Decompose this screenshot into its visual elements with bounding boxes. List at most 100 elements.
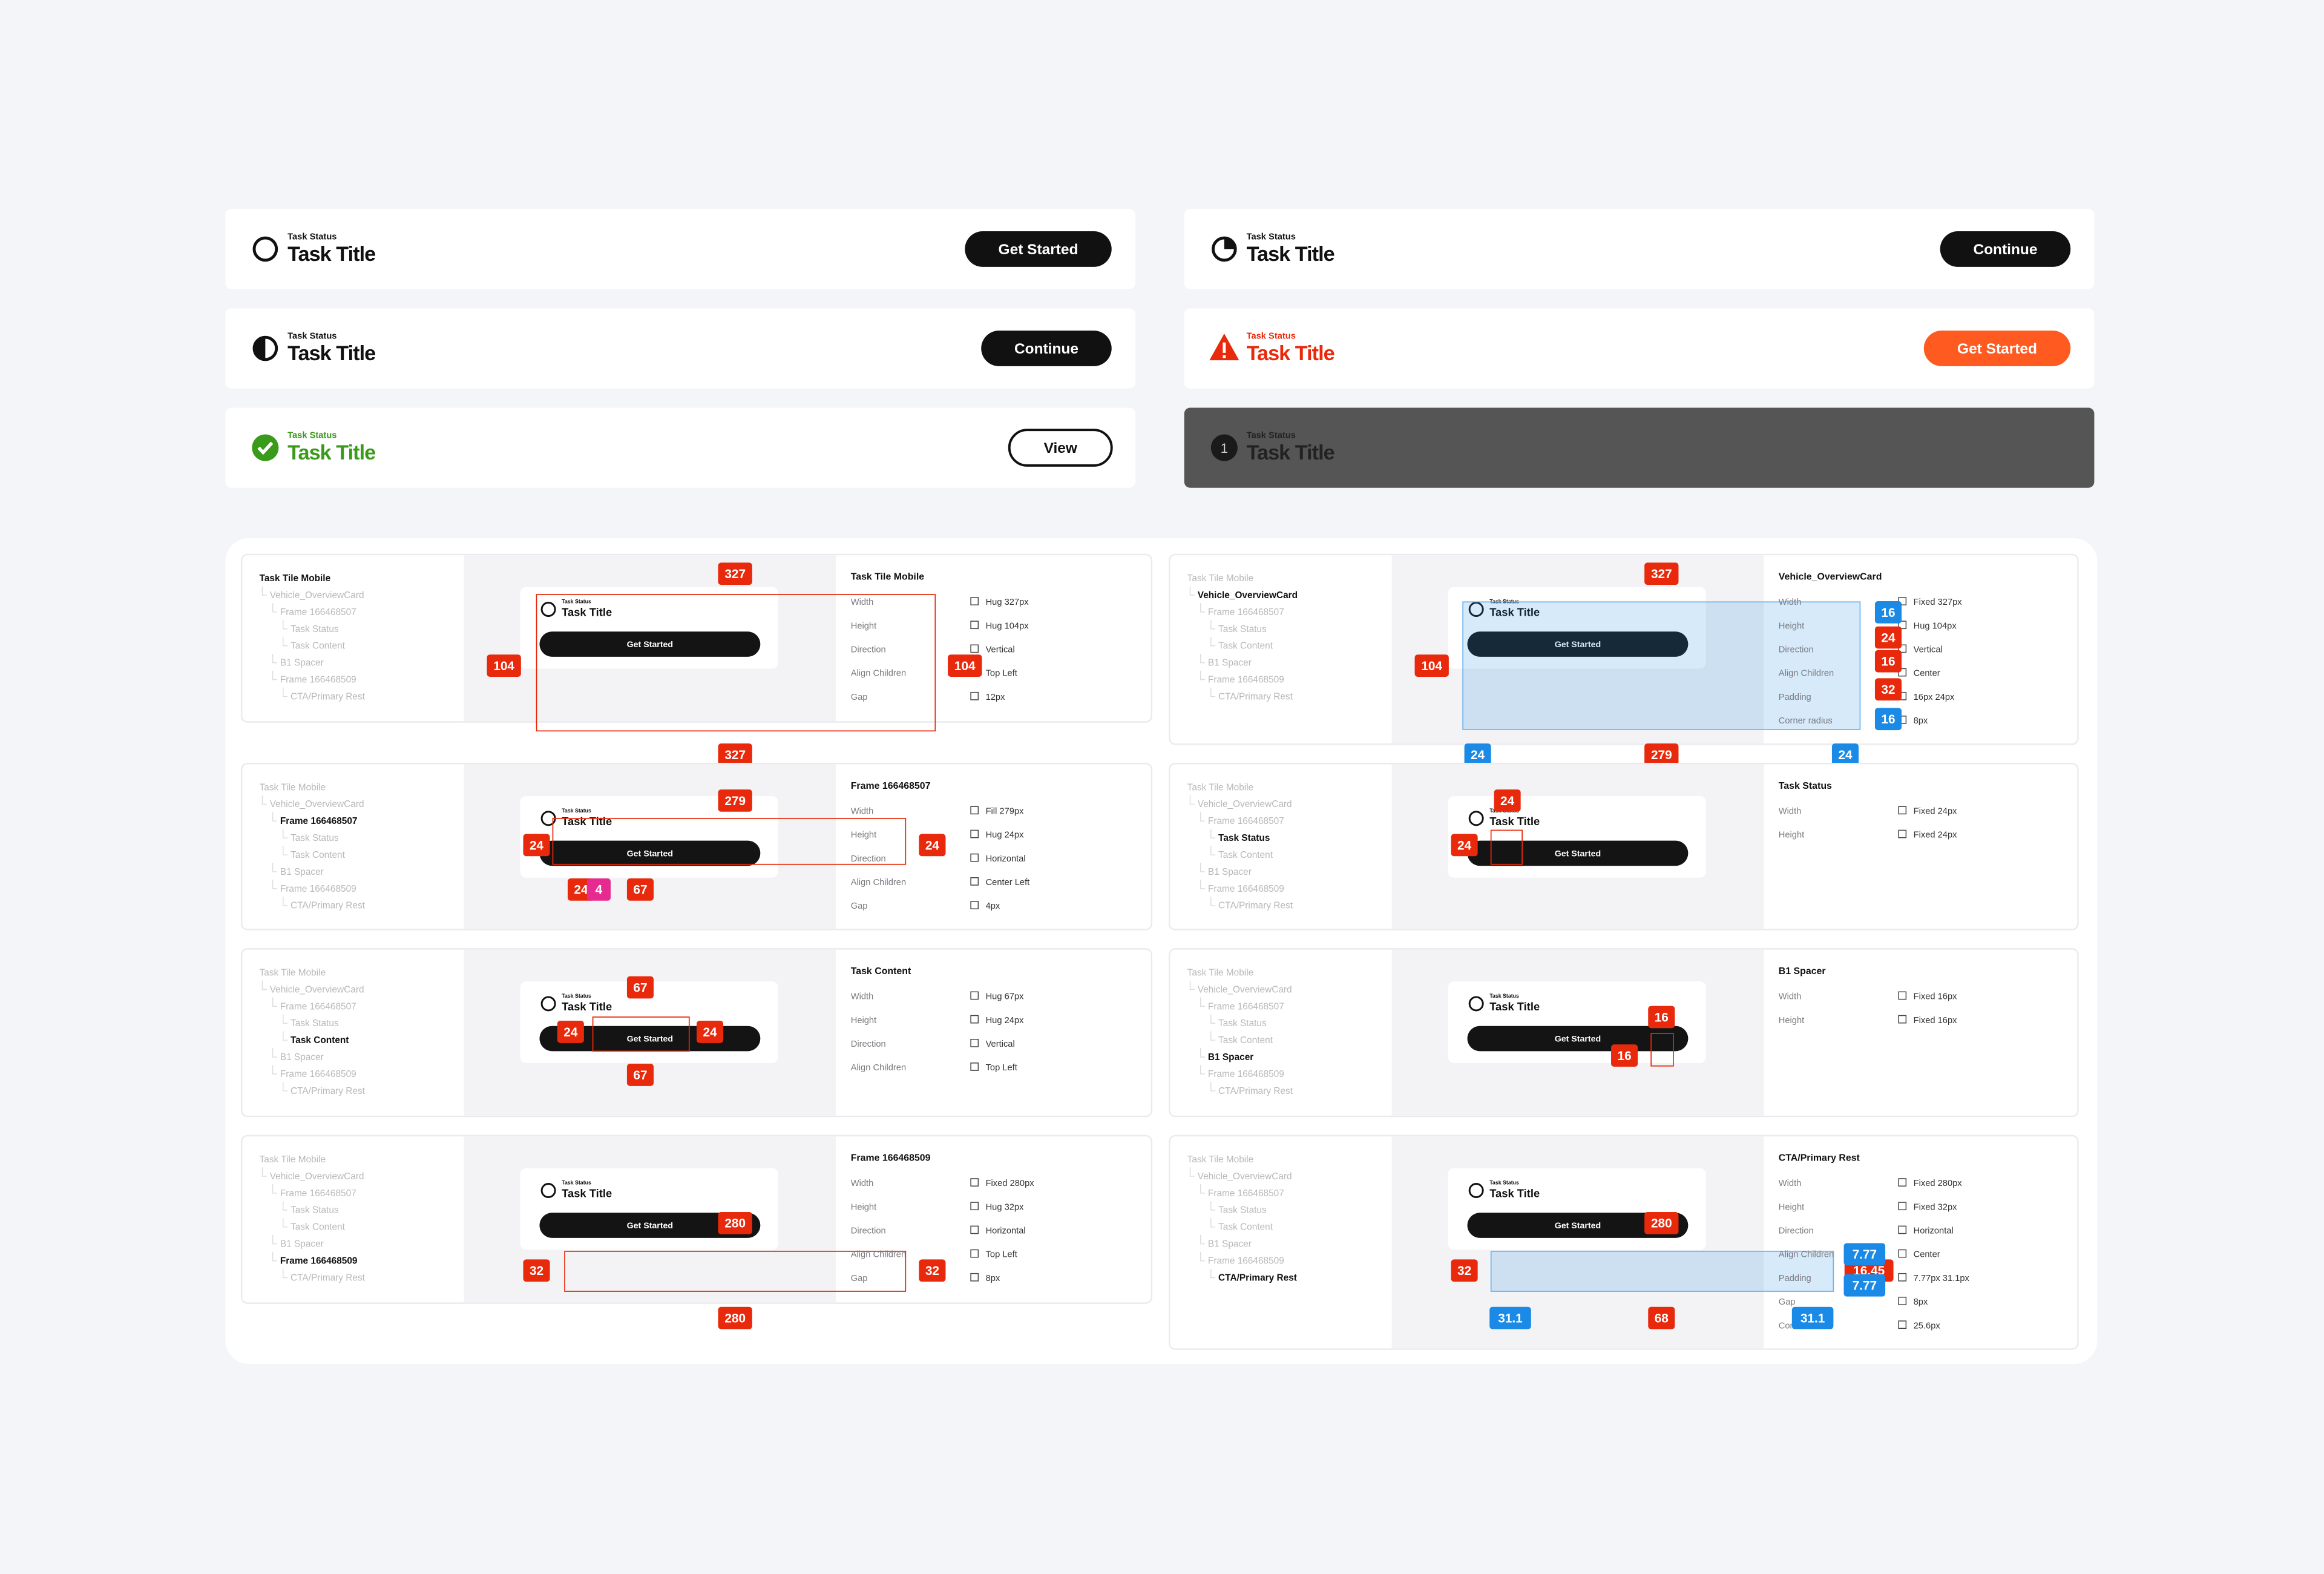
prop-value: 4px bbox=[986, 901, 1000, 911]
measure-badge bbox=[1843, 1243, 1886, 1266]
prop-value: Fixed 16px bbox=[1914, 992, 1958, 1002]
preview-status: Task Status bbox=[562, 993, 591, 999]
prop-icon bbox=[1898, 1249, 1907, 1258]
measure-badge-label: 32 bbox=[1457, 1264, 1471, 1278]
tree-item: Task Tile Mobile bbox=[1187, 1154, 1254, 1165]
preview-button-label: Get Started bbox=[627, 1034, 673, 1044]
cta-button[interactable] bbox=[965, 231, 1112, 267]
tree-connector bbox=[1210, 620, 1216, 630]
measure-guide bbox=[1490, 829, 1523, 865]
tree-item: B1 Spacer bbox=[1208, 658, 1252, 668]
cta-label[interactable]: Get Started bbox=[999, 242, 1078, 258]
cta-label[interactable]: Continue bbox=[1973, 242, 2037, 258]
measure-badge bbox=[523, 1259, 550, 1282]
status-number: 1 bbox=[1221, 441, 1228, 456]
tree-connector bbox=[283, 829, 288, 838]
measure-badge-label: 327 bbox=[724, 748, 746, 762]
tree-item-selected: B1 Spacer bbox=[1208, 1052, 1253, 1062]
measure-badge-label: 280 bbox=[1651, 1217, 1672, 1231]
prop-value: Vertical bbox=[986, 645, 1015, 655]
tree-connector bbox=[272, 880, 277, 889]
tree-connector bbox=[272, 1048, 277, 1058]
prop-label: Width bbox=[851, 992, 874, 1002]
tree-connector bbox=[1200, 1184, 1206, 1194]
measure-badge bbox=[1464, 743, 1491, 766]
task-tile bbox=[1184, 209, 2095, 289]
preview-title: Task Title bbox=[1489, 606, 1540, 619]
prop-value: Hug 67px bbox=[986, 992, 1025, 1002]
prop-value: 12px bbox=[986, 693, 1006, 702]
prop-label: Width bbox=[851, 806, 874, 816]
tree-connector bbox=[283, 1082, 288, 1092]
prop-label: Direction bbox=[851, 1227, 886, 1236]
cta-button[interactable] bbox=[1008, 429, 1113, 467]
tree-item: B1 Spacer bbox=[1208, 1239, 1252, 1250]
cta-label[interactable]: Get Started bbox=[1957, 341, 2037, 357]
measure-badge-label: 7.77 bbox=[1853, 1279, 1877, 1293]
props-title: Frame 166468507 bbox=[851, 781, 931, 791]
preview-title: Task Title bbox=[1489, 1000, 1540, 1013]
cta-button[interactable] bbox=[1923, 331, 2071, 366]
prop-value: Fixed 280px bbox=[986, 1179, 1035, 1188]
prop-value: 8px bbox=[1914, 1297, 1928, 1307]
tree-item: CTA/Primary Rest bbox=[290, 1273, 366, 1283]
prop-value: 25.6px bbox=[1914, 1321, 1941, 1331]
tree-item: B1 Spacer bbox=[280, 658, 324, 668]
measure-badge bbox=[919, 834, 946, 857]
tree-item: Task Tile Mobile bbox=[1187, 573, 1254, 584]
task-tile bbox=[1184, 407, 2095, 488]
prop-label: Gap bbox=[851, 693, 868, 702]
prop-label: Height bbox=[1779, 831, 1804, 840]
task-tile bbox=[1184, 308, 2095, 389]
prop-label: Height bbox=[1779, 1202, 1804, 1212]
measure-badge-label: 279 bbox=[1651, 748, 1672, 762]
status-icon-half-fill bbox=[254, 337, 266, 360]
task-tile bbox=[225, 407, 1135, 488]
tree-connector bbox=[272, 603, 277, 613]
measure-badge bbox=[557, 1021, 584, 1043]
measure-badge-label: 31.1 bbox=[1800, 1311, 1825, 1325]
props-title: Task Tile Mobile bbox=[851, 572, 925, 582]
prop-value: Center bbox=[1914, 669, 1940, 679]
props-title: Task Status bbox=[1779, 781, 1832, 791]
tree-connector bbox=[283, 1218, 288, 1228]
tree-item: Frame 166468509 bbox=[280, 884, 356, 894]
props-title: B1 Spacer bbox=[1779, 966, 1826, 976]
tree-item: Task Status bbox=[290, 624, 339, 634]
prop-value: Center bbox=[1914, 1250, 1940, 1260]
measure-badge bbox=[586, 878, 611, 901]
tree-item: Task Content bbox=[290, 850, 346, 860]
prop-value: Top Left bbox=[986, 669, 1017, 679]
cta-label[interactable]: View bbox=[1044, 440, 1078, 456]
cta-label[interactable]: Continue bbox=[1014, 341, 1078, 357]
measure-badge bbox=[487, 654, 521, 677]
prop-value: Hug 104px bbox=[1914, 621, 1957, 631]
cta-button[interactable] bbox=[1940, 231, 2071, 267]
cta-button[interactable] bbox=[981, 331, 1112, 366]
tree-connector bbox=[1200, 1234, 1206, 1245]
prop-icon bbox=[1898, 991, 1907, 1000]
tree-item: B1 Spacer bbox=[1208, 867, 1252, 877]
measure-badge bbox=[1489, 1306, 1531, 1329]
tree-item: CTA/Primary Rest bbox=[1218, 901, 1293, 911]
measure-badge-label: 16 bbox=[1618, 1049, 1632, 1063]
prop-value: Hug 327px bbox=[986, 598, 1029, 607]
measure-badge-label: 279 bbox=[724, 794, 746, 808]
warning-mark bbox=[1223, 342, 1226, 353]
props-title: Task Content bbox=[851, 966, 911, 976]
measure-badge-label: 31.1 bbox=[1498, 1311, 1522, 1325]
preview-button-label: Get Started bbox=[627, 849, 673, 858]
prop-label: Width bbox=[851, 1179, 874, 1188]
measure-badge-label: 327 bbox=[724, 567, 746, 581]
prop-value: Vertical bbox=[986, 1039, 1015, 1049]
task-title: Task Title bbox=[1247, 441, 1334, 464]
measure-badge bbox=[1648, 1306, 1675, 1329]
measure-badge-label: 7.77 bbox=[1853, 1248, 1877, 1262]
preview-button-label: Get Started bbox=[1555, 640, 1601, 650]
tree-item: Frame 166468507 bbox=[280, 1001, 356, 1012]
task-status: Task Status bbox=[287, 232, 336, 242]
tree-item-selected: Frame 166468509 bbox=[280, 1256, 358, 1266]
prop-value: 7.77px 31.1px bbox=[1914, 1274, 1970, 1283]
preview-button bbox=[539, 631, 761, 657]
tree-connector bbox=[1210, 1201, 1216, 1211]
